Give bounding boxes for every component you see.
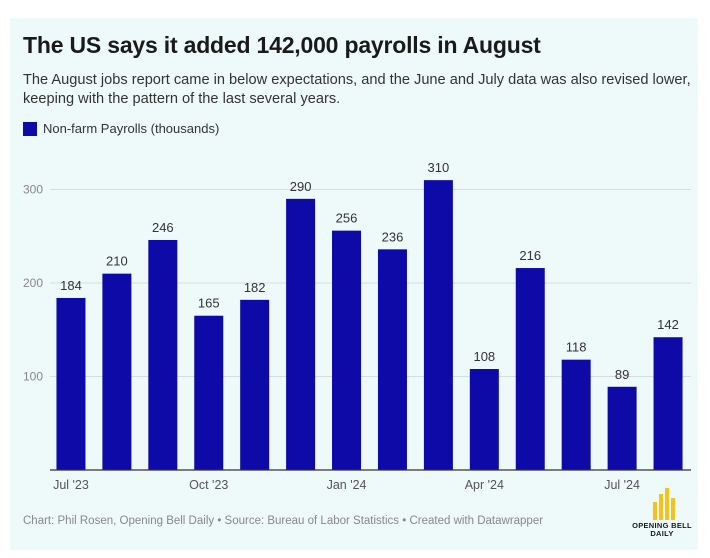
bar-value-label: 256: [336, 211, 358, 226]
bar: [377, 249, 407, 470]
legend-label: Non-farm Payrolls (thousands): [43, 121, 220, 136]
bar-value-label: 108: [473, 349, 495, 364]
bar: [240, 299, 270, 470]
logo-line-2: DAILY: [650, 529, 674, 538]
bar: [515, 268, 545, 470]
chart-footer: Chart: Phil Rosen, Opening Bell Daily • …: [23, 515, 544, 527]
bar-value-label: 184: [60, 278, 82, 293]
x-tick-label: Jul '24: [604, 478, 640, 492]
bar-value-label: 165: [198, 296, 220, 311]
chart-card: The US says it added 142,000 payrolls in…: [10, 18, 698, 550]
y-tick-label: 100: [23, 370, 43, 384]
bar: [148, 239, 178, 470]
x-tick-label: Oct '23: [189, 478, 228, 492]
bar: [423, 180, 453, 470]
chart-subtitle: The August jobs report came in below exp…: [23, 72, 691, 107]
bell-bars-icon: [653, 488, 675, 520]
legend-swatch: [23, 121, 37, 136]
opening-bell-logo: OPENING BELL DAILY: [630, 488, 694, 540]
bar: [194, 315, 224, 470]
bar-value-label: 118: [566, 340, 587, 355]
bar-value-label: 182: [244, 280, 266, 295]
x-tick-label: Apr '24: [465, 478, 504, 492]
bar-chart: 100 200 300 184 210 246 165 182 290 256 236 310 108 2…: [23, 160, 691, 492]
x-tick-label: Jul '23: [53, 478, 89, 492]
bar-value-label: 310: [428, 160, 450, 175]
bar: [469, 369, 499, 470]
bar: [653, 337, 683, 470]
bar: [56, 297, 86, 470]
bar-value-label: 290: [290, 179, 312, 194]
x-tick-label: Jan '24: [327, 478, 367, 492]
bar-value-label: 142: [657, 317, 679, 332]
bar: [332, 230, 362, 470]
bar: [607, 386, 637, 470]
bar: [102, 273, 132, 470]
logo-text: OPENING BELL DAILY: [630, 522, 694, 538]
y-tick-label: 300: [23, 183, 43, 197]
legend: Non-farm Payrolls (thousands): [23, 121, 219, 136]
bar-value-label: 216: [519, 248, 541, 263]
bar: [561, 359, 591, 470]
chart-title: The US says it added 142,000 payrolls in…: [23, 32, 541, 58]
bar-value-label: 89: [615, 367, 629, 382]
bar-value-label: 236: [382, 229, 404, 244]
bar-value-label: 210: [106, 254, 128, 269]
logo-line-1: OPENING BELL: [632, 521, 692, 530]
bar-value-label: 246: [152, 220, 174, 235]
y-tick-label: 200: [23, 276, 43, 290]
bar: [286, 198, 316, 470]
